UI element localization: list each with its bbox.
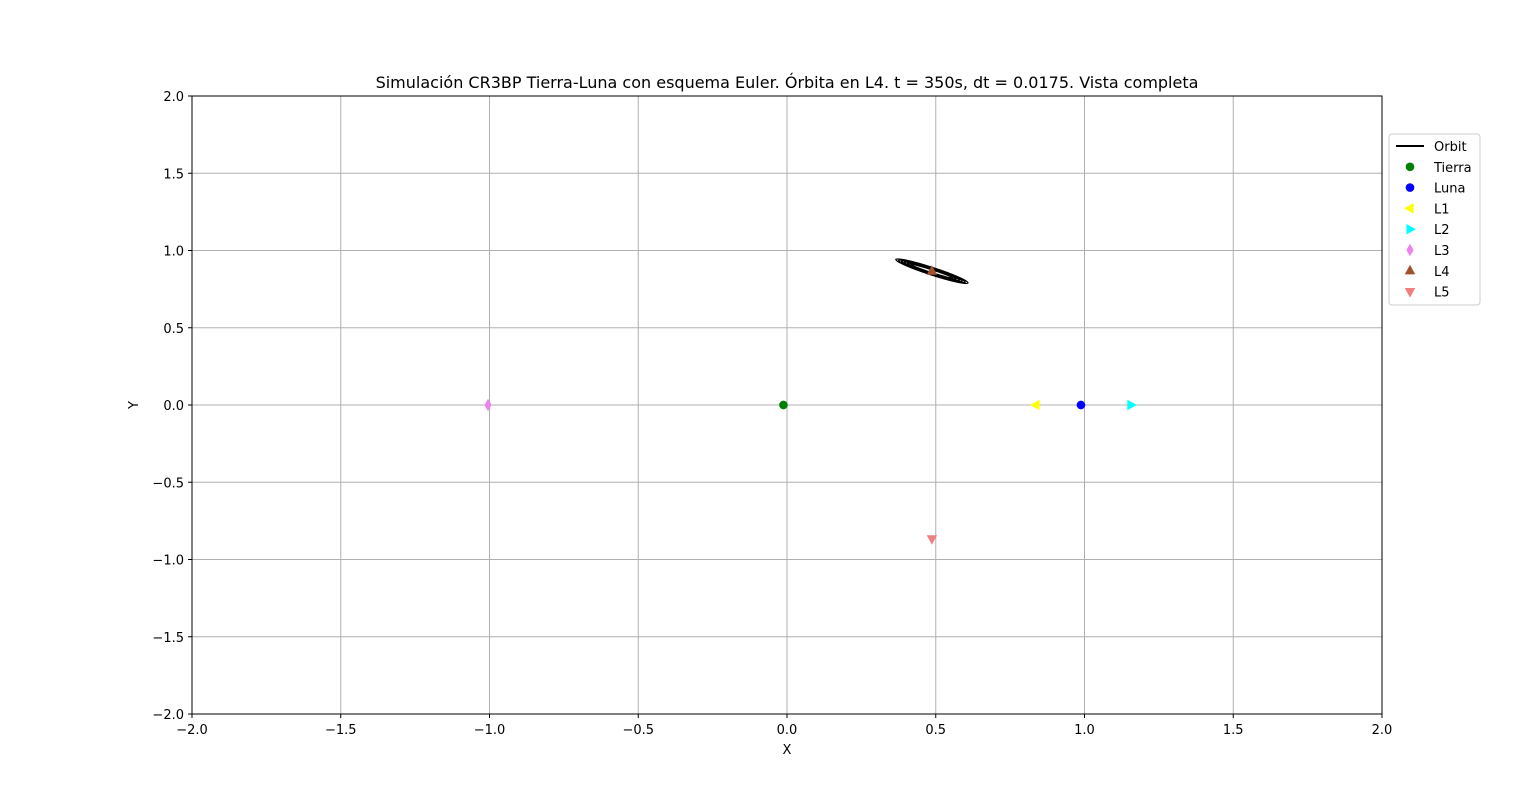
legend-frame	[1388, 133, 1481, 306]
legend-label: L4	[1434, 265, 1450, 280]
legend-luna-swatch	[1405, 183, 1415, 192]
legend-l4-swatch	[1404, 264, 1416, 275]
legend-label: Luna	[1434, 182, 1465, 197]
y-tick-label: 2.0	[163, 90, 184, 105]
point-l3	[484, 398, 492, 412]
point-l1	[1030, 399, 1040, 411]
y-axis-label: Y	[127, 401, 142, 410]
y-tick-label: −2.0	[152, 708, 184, 723]
y-tick-label: 1.0	[163, 245, 184, 260]
legend-label: L1	[1434, 202, 1450, 217]
legend-label: L5	[1434, 286, 1450, 301]
point-l2	[1127, 399, 1137, 411]
y-axis-ticks: −2.0 −1.5 −1.0 −0.5 0.0 0.5 1.0 1.5 2.0	[152, 90, 192, 723]
legend-l1-swatch	[1404, 203, 1414, 214]
x-tick-label: 1.0	[1074, 723, 1095, 738]
y-tick-label: −0.5	[152, 476, 184, 491]
x-tick-label: −0.5	[622, 723, 654, 738]
point-luna	[1076, 400, 1086, 410]
y-tick-label: −1.5	[152, 631, 184, 646]
x-tick-label: 1.5	[1223, 723, 1244, 738]
x-tick-label: −2.0	[176, 723, 208, 738]
legend-tierra-swatch	[1405, 162, 1415, 172]
legend-items: Orbit Tierra Luna L1 L2 L3 L4 L5	[1396, 140, 1472, 301]
x-axis-ticks: −2.0 −1.5 −1.0 −0.5 0.0 0.5 1.0 1.5 2.0	[176, 714, 1392, 738]
y-tick-label: 0.5	[163, 322, 184, 337]
x-tick-label: 2.0	[1372, 723, 1393, 738]
legend-label: L3	[1434, 244, 1450, 259]
chart-title: Simulación CR3BP Tierra-Luna con esquema…	[376, 73, 1199, 92]
y-tick-label: −1.0	[152, 554, 184, 569]
points-layer	[484, 265, 1137, 545]
x-tick-label: 0.5	[925, 723, 946, 738]
x-tick-label: −1.0	[474, 723, 506, 738]
legend-label: L2	[1434, 223, 1450, 238]
legend: Orbit Tierra Luna L1 L2 L3 L4 L5	[1388, 133, 1481, 306]
point-l4	[926, 265, 938, 275]
legend-l5-swatch	[1404, 288, 1416, 298]
x-axis-label: X	[783, 743, 792, 758]
y-tick-label: 1.5	[163, 167, 184, 182]
x-tick-label: −1.5	[325, 723, 357, 738]
point-l5	[926, 535, 938, 545]
x-tick-label: 0.0	[777, 723, 798, 738]
point-tierra	[779, 400, 788, 410]
legend-l3-swatch	[1406, 243, 1414, 257]
y-tick-label: 0.0	[163, 399, 184, 414]
legend-label: Tierra	[1433, 161, 1472, 176]
legend-l2-swatch	[1406, 223, 1416, 235]
legend-label: Orbit	[1434, 140, 1467, 155]
